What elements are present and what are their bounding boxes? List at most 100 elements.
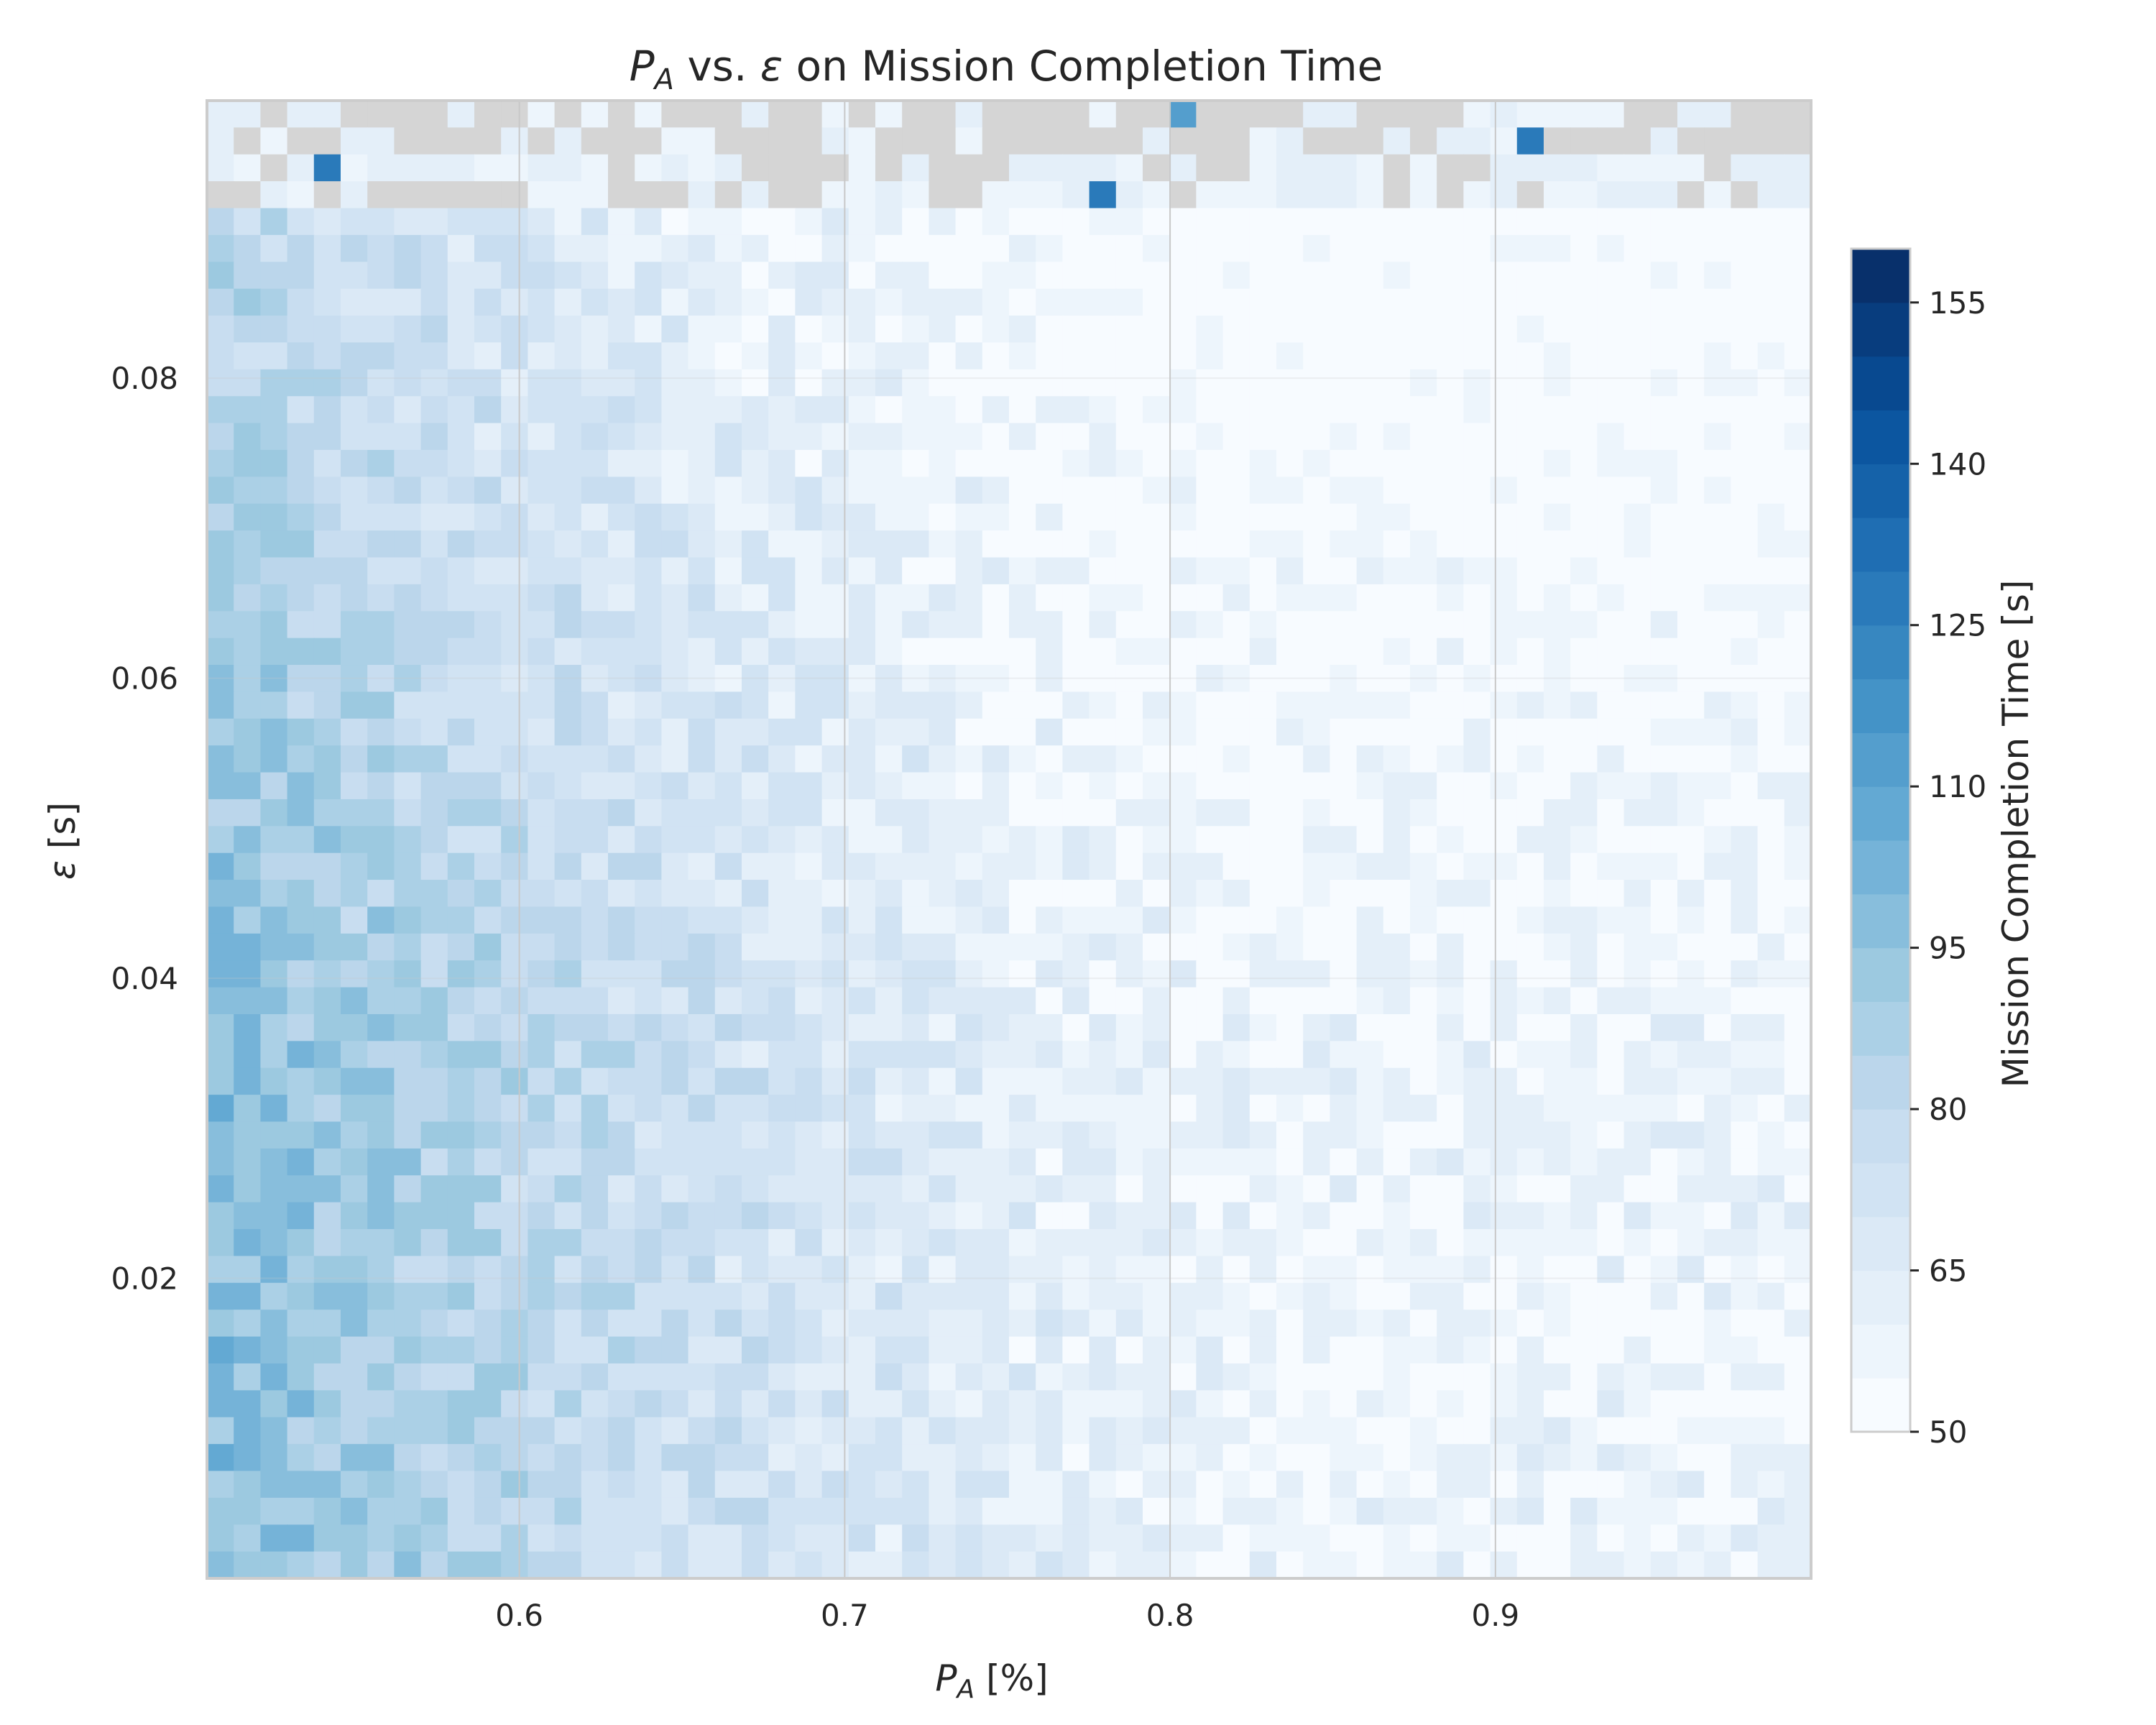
heatmap-cell [1303,906,1331,934]
heatmap-cell [848,1229,876,1257]
heatmap-cell [207,557,234,585]
heatmap-cell [501,396,529,424]
heatmap-cell [260,1497,288,1526]
heatmap-cell [1036,1282,1064,1310]
heatmap-cell [1784,1390,1811,1418]
heatmap-cell [1356,1256,1384,1284]
heatmap-cell [1089,477,1117,505]
heatmap-cell [1757,906,1785,934]
heatmap-cell [1544,1336,1571,1364]
heatmap-cell [1516,1256,1544,1284]
heatmap-cell [1383,1202,1411,1230]
heatmap-cell [1463,1041,1491,1069]
heatmap-cell [1731,154,1759,182]
heatmap-cell [1410,530,1437,558]
heatmap-cell [1276,262,1304,290]
heatmap-cell [1169,449,1197,478]
heatmap-cell [1303,638,1331,666]
heatmap-cell [982,691,1010,719]
heatmap-cell [1115,530,1143,558]
heatmap-cell [661,154,689,182]
heatmap-cell [1704,234,1732,263]
heatmap-cell [1463,799,1491,827]
heatmap-cell [1463,691,1491,719]
heatmap-cell [1784,316,1811,344]
heatmap-cell [234,906,262,934]
heatmap-cell [287,638,315,666]
heatmap-cell [1731,826,1759,854]
heatmap-cell [1623,396,1651,424]
heatmap-cell [742,1229,769,1257]
heatmap-cell [1222,396,1250,424]
heatmap-cell [1410,1202,1437,1230]
heatmap-cell [1356,665,1384,693]
heatmap-cell [1650,101,1678,129]
heatmap-cell [313,557,341,585]
heatmap-cell [1650,262,1678,290]
heatmap-cell [313,1121,341,1149]
heatmap-cell [1089,316,1117,344]
heatmap-cell [1570,234,1598,263]
heatmap-cell [207,799,234,827]
heatmap-cell [1330,1013,1358,1042]
heatmap-cell [795,396,823,424]
heatmap-cell [474,880,502,908]
heatmap-cell [1731,234,1759,263]
heatmap-cell [1115,691,1143,719]
heatmap-cell [848,852,876,880]
heatmap-cell [688,638,716,666]
heatmap-cell [1650,1256,1678,1284]
heatmap-cell [1276,691,1304,719]
heatmap-cell [795,1497,823,1526]
heatmap-cell [1276,906,1304,934]
heatmap-cell [1784,718,1811,746]
heatmap-cell [742,1202,769,1230]
heatmap-cell [1276,101,1304,129]
heatmap-cell [501,772,529,800]
heatmap-cell [581,101,609,129]
heatmap-cell [848,1067,876,1095]
heatmap-cell [902,1363,930,1392]
heatmap-cell [1383,288,1411,316]
heatmap-cell [1650,1229,1678,1257]
heatmap-cell [1303,960,1331,988]
heatmap-cell [1570,1175,1598,1203]
heatmap-cell [1623,1229,1651,1257]
heatmap-cell [1036,423,1064,451]
heatmap-cell [1490,396,1518,424]
heatmap-cell [528,127,556,155]
heatmap-cell [1089,154,1117,182]
heatmap-cell [1463,584,1491,612]
heatmap-cell [1303,799,1331,827]
heatmap-cell [367,638,395,666]
heatmap-cell [1062,1229,1090,1257]
heatmap-cell [1196,638,1224,666]
heatmap-cell [661,396,689,424]
heatmap-cell [1650,906,1678,934]
heatmap-cell [1650,369,1678,397]
grid-lines [207,101,1811,1578]
heatmap-cell [1463,906,1491,934]
heatmap-cell [902,208,930,236]
heatmap-cell [714,1041,742,1069]
heatmap-cell [1757,396,1785,424]
heatmap-cell [1544,1310,1571,1338]
heatmap-cell [1784,208,1811,236]
heatmap-cell [1544,1551,1571,1578]
heatmap-cell [367,234,395,263]
heatmap-cell [367,852,395,880]
heatmap-cell [714,1175,742,1203]
heatmap-cell [313,503,341,531]
heatmap-cell [1115,1524,1143,1552]
heatmap-cell [795,987,823,1015]
heatmap-cell [1089,262,1117,290]
x-tick-label: 0.9 [1471,1598,1519,1633]
heatmap-cell [1570,1067,1598,1095]
heatmap-cell [1757,1175,1785,1203]
heatmap-cell [1437,423,1465,451]
heatmap-cell [581,1013,609,1042]
heatmap-cell [207,880,234,908]
heatmap-cell [1009,611,1036,639]
heatmap-cell [742,101,769,129]
heatmap-cell [1623,1551,1651,1578]
